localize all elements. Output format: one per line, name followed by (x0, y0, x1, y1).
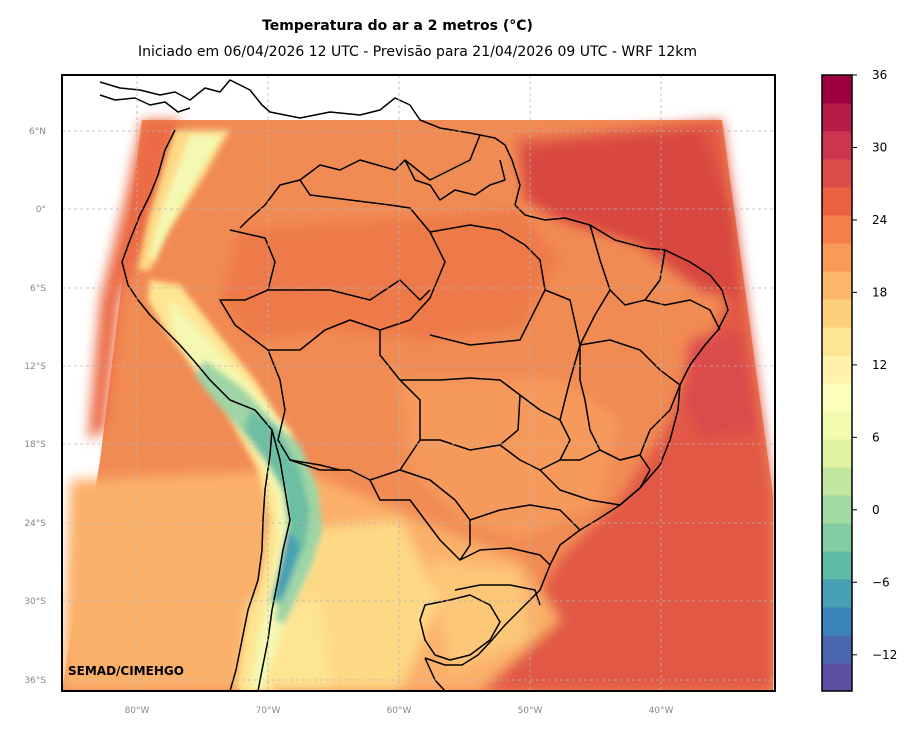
lon-tick-label: 70°W (256, 706, 281, 716)
colorbar-tick-label: −12 (872, 648, 897, 662)
colorbar-tick-label: 36 (872, 68, 887, 82)
colorbar-swatch (822, 635, 852, 664)
atlantic-coast (424, 132, 729, 666)
lat-tick-label: 6°N (29, 127, 46, 137)
colorbar-swatch (822, 439, 852, 468)
colorbar-swatch (822, 131, 852, 160)
state-northeast-2 (644, 299, 721, 331)
colorbar-ticks: 36 30 24 18 12 6 0 −6 −12 (852, 68, 897, 662)
lat-tick-label: 24°S (24, 519, 46, 529)
lat-tick-label: 6°S (30, 284, 46, 294)
coastlines-and-borders (99, 79, 729, 691)
andes-highland-north-core (150, 135, 222, 262)
colorbar-swatch (822, 75, 852, 104)
state-amazonas (268, 279, 431, 301)
state-sao-paulo (469, 504, 581, 531)
state-bahia (579, 339, 681, 461)
colorbar-tick-label: 30 (872, 140, 887, 154)
state-tocantins (544, 289, 581, 421)
colorbar-swatch (822, 579, 852, 608)
state-parana (459, 547, 551, 566)
panama-coast (99, 94, 191, 113)
colorbar-swatch (822, 663, 852, 692)
colorbar-swatch (822, 103, 852, 132)
state-goias (499, 394, 571, 471)
state-para (429, 224, 546, 346)
lat-tick-label: 12°S (24, 362, 46, 372)
state-minas (539, 449, 651, 506)
border-guyana-suriname (404, 159, 506, 201)
colorbar-swatch (822, 187, 852, 216)
state-northeast-3 (579, 289, 611, 346)
andes-coldest (274, 530, 300, 600)
credit-label: SEMAD/CIMEHGO (68, 664, 184, 678)
lat-tick-label: 0° (36, 205, 46, 215)
colorbar-tick-label: 6 (872, 430, 880, 444)
colorbar-swatch (822, 523, 852, 552)
colorbar-swatch (822, 411, 852, 440)
colorbar-swatch (822, 607, 852, 636)
latitude-labels: 6°N 0° 6°S 12°S 18°S 24°S 30°S 36°S (24, 127, 46, 686)
colorbar-swatch (822, 215, 852, 244)
colorbar-swatch (822, 271, 852, 300)
colorbar-swatch (822, 327, 852, 356)
state-northeast-1 (589, 224, 666, 306)
colorbar-swatch (822, 383, 852, 412)
border-venezuela-guianas (299, 134, 481, 181)
lon-tick-label: 60°W (387, 706, 412, 716)
colorbar-tick-label: −6 (872, 575, 890, 589)
hot-coast-northeast (520, 130, 740, 300)
colorbar-tick-label: 18 (872, 285, 887, 299)
lon-tick-label: 50°W (518, 706, 543, 716)
border-argentina-chile (257, 429, 291, 691)
colorbar-swatch (822, 243, 852, 272)
colorbar-swatch (822, 551, 852, 580)
hot-coast-bahia (682, 330, 760, 440)
pacific-coast (121, 129, 273, 691)
colorbar-swatch (822, 467, 852, 496)
colorbar-swatch (822, 159, 852, 188)
state-rs-sc (454, 584, 541, 606)
lon-tick-label: 40°W (649, 706, 674, 716)
colorbar-swatch (822, 355, 852, 384)
border-uruguay (419, 594, 501, 661)
border-peru-bolivia (267, 330, 421, 481)
gridlines (62, 75, 775, 691)
central-america-coast (99, 79, 471, 134)
pampas-cool (290, 520, 440, 691)
state-mato-grosso (400, 377, 521, 451)
colorbar-swatch (822, 299, 852, 328)
chart-title: Temperatura do ar a 2 metros (°C) (262, 18, 533, 34)
colorbar-tick-label: 24 (872, 213, 887, 227)
warm-ocean-east (480, 120, 773, 691)
colorbar-swatch (822, 495, 852, 524)
lon-tick-label: 80°W (125, 706, 150, 716)
lat-tick-label: 36°S (24, 676, 46, 686)
colorbar-frame (821, 74, 853, 692)
lat-tick-label: 30°S (24, 597, 46, 607)
colorbar (822, 75, 852, 692)
map-frame (61, 74, 776, 692)
border-argentina-bolivia (289, 459, 341, 471)
colorbar-tick-label: 12 (872, 358, 887, 372)
longitude-labels: 80°W 70°W 60°W 50°W 40°W (125, 706, 674, 716)
lat-tick-label: 18°S (24, 440, 46, 450)
chart-subtitle: Iniciado em 06/04/2026 12 UTC - Previsão… (137, 44, 698, 60)
south-brazil-mild (430, 560, 530, 670)
colorbar-tick-label: 0 (872, 503, 880, 517)
amazon-warm-band (220, 210, 560, 340)
